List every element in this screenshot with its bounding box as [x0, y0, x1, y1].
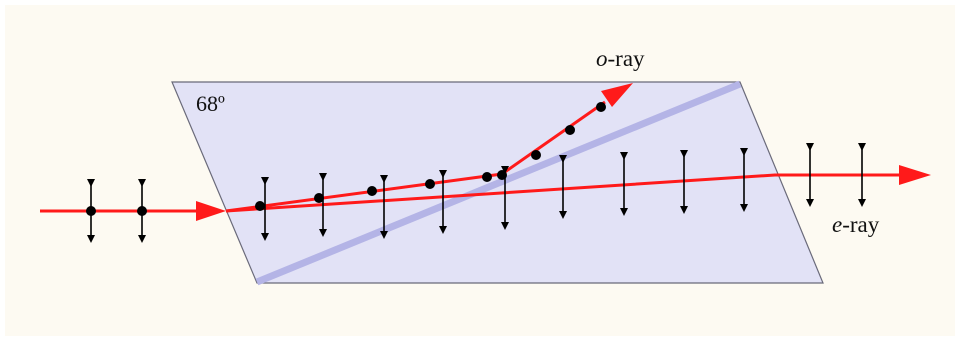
e-ray-arrowhead	[899, 165, 931, 185]
e-ray-suffix: -ray	[842, 212, 880, 237]
angle-label: 68º	[196, 91, 225, 116]
polarization-dot	[531, 150, 541, 160]
o-ray-suffix: -ray	[608, 46, 646, 71]
o-ray-letter: o	[596, 46, 608, 71]
polarization-dot	[137, 206, 147, 216]
e-ray-label: e-ray	[832, 212, 880, 237]
polarization-dot	[596, 102, 606, 112]
o-ray-label: o-ray	[596, 46, 645, 71]
polarization-dot	[565, 125, 575, 135]
e-ray-letter: e	[832, 212, 842, 237]
prism-interface	[255, 80, 742, 286]
polarization-dot	[255, 201, 265, 211]
polarization-dot	[497, 170, 507, 180]
incident-ray-arrowhead	[196, 201, 226, 221]
polarization-dot	[482, 172, 492, 182]
polarization-dot	[367, 186, 377, 196]
polarization-dot	[425, 179, 435, 189]
polarization-dots	[86, 102, 606, 216]
o-ray-arrowhead	[601, 83, 633, 107]
polarization-dot	[314, 193, 324, 203]
polarization-dot	[86, 206, 96, 216]
